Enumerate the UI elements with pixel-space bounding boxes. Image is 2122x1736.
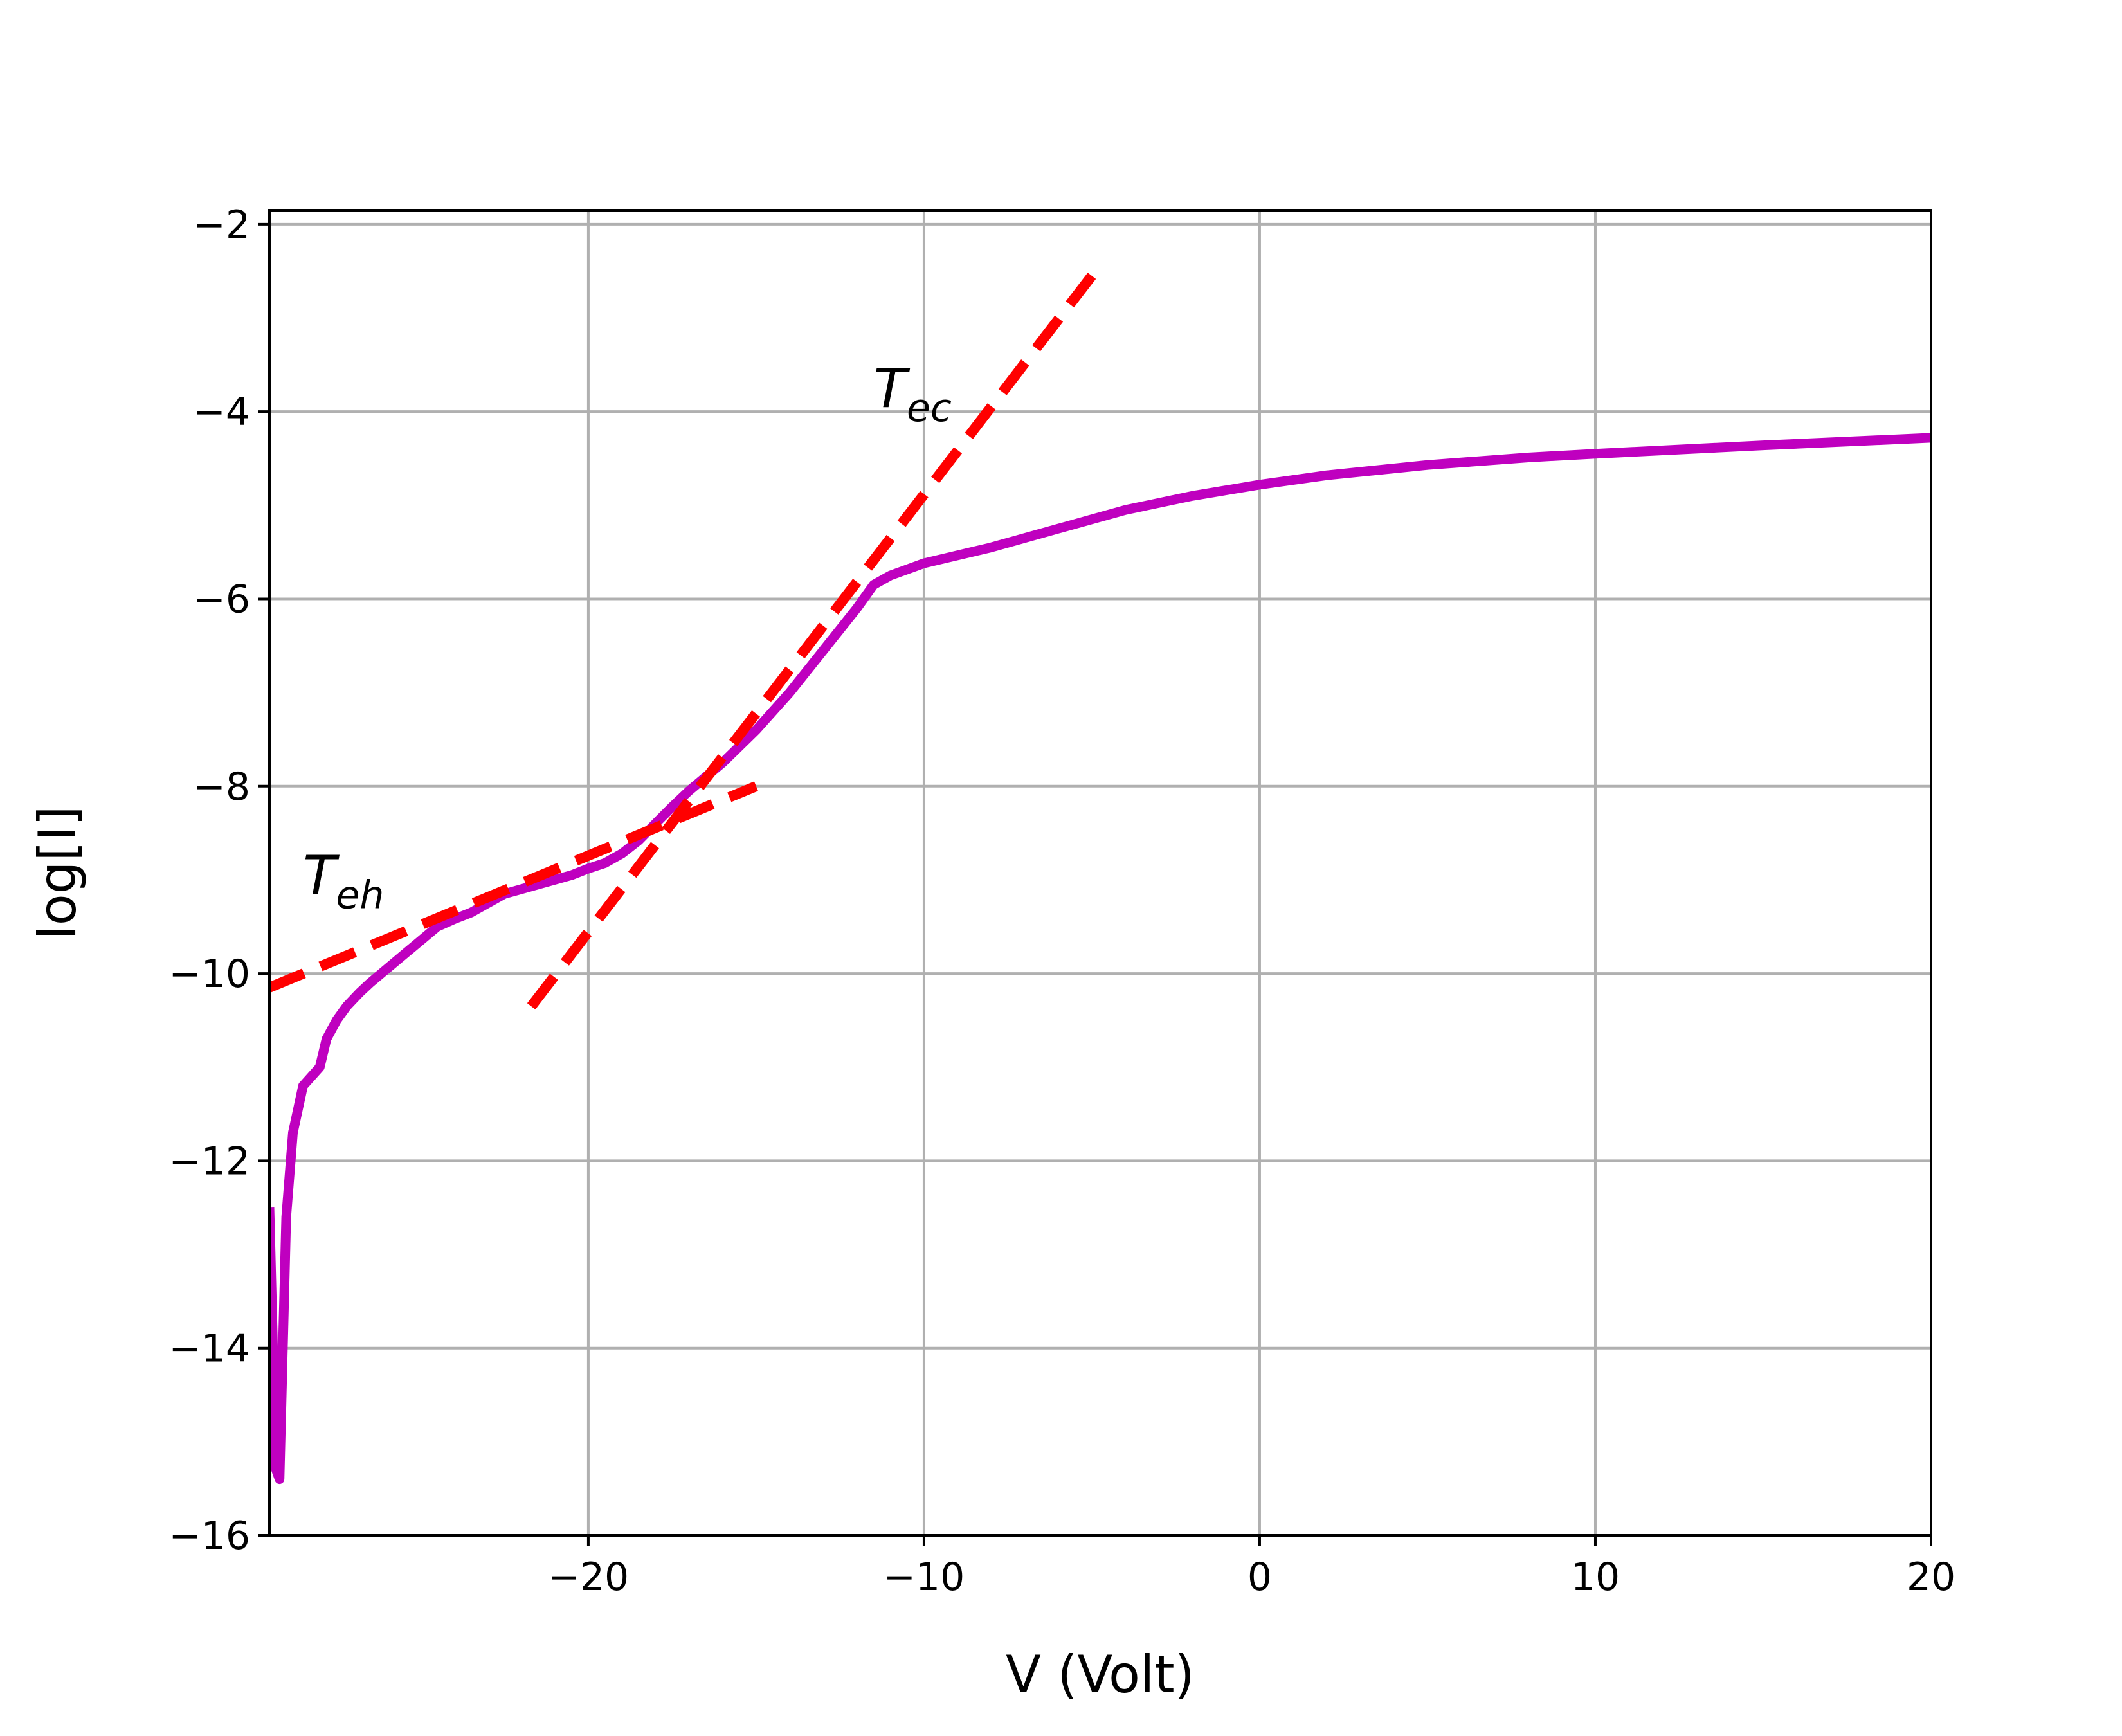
plot-frame	[268, 209, 1932, 1537]
y-tick-label: −6	[194, 577, 250, 622]
annotation: Teh	[303, 844, 384, 918]
y-tick-label: −10	[168, 952, 250, 997]
y-tick-label: −8	[194, 764, 250, 809]
data-line	[269, 433, 1931, 1485]
x-tick-label: 20	[1907, 1555, 1955, 1600]
x-tick-label: 10	[1571, 1555, 1620, 1600]
x-axis-label: V (Volt)	[1006, 1645, 1195, 1704]
y-tick-label: −14	[168, 1326, 250, 1371]
y-tick-label: −2	[194, 203, 250, 248]
annotations: Teh Tec	[303, 357, 952, 918]
annotation: Tec	[874, 357, 952, 431]
series-layer	[269, 273, 1931, 1485]
ticks: −20 −10 0 10 20 −16 −14 −12 −10 −8 −6 −4 −2	[168, 203, 1955, 1600]
y-tick-label: −12	[168, 1139, 250, 1184]
y-axis-label: log[I]	[28, 806, 87, 940]
fit-line-1	[269, 781, 758, 993]
y-tick-label: −4	[194, 390, 250, 435]
x-tick-label: −20	[548, 1555, 630, 1600]
x-tick-label: −10	[884, 1555, 965, 1600]
grid	[269, 210, 1932, 1537]
fit-line-2	[527, 273, 1096, 1009]
y-tick-label: −16	[168, 1514, 250, 1559]
x-tick-label: 0	[1247, 1555, 1272, 1600]
